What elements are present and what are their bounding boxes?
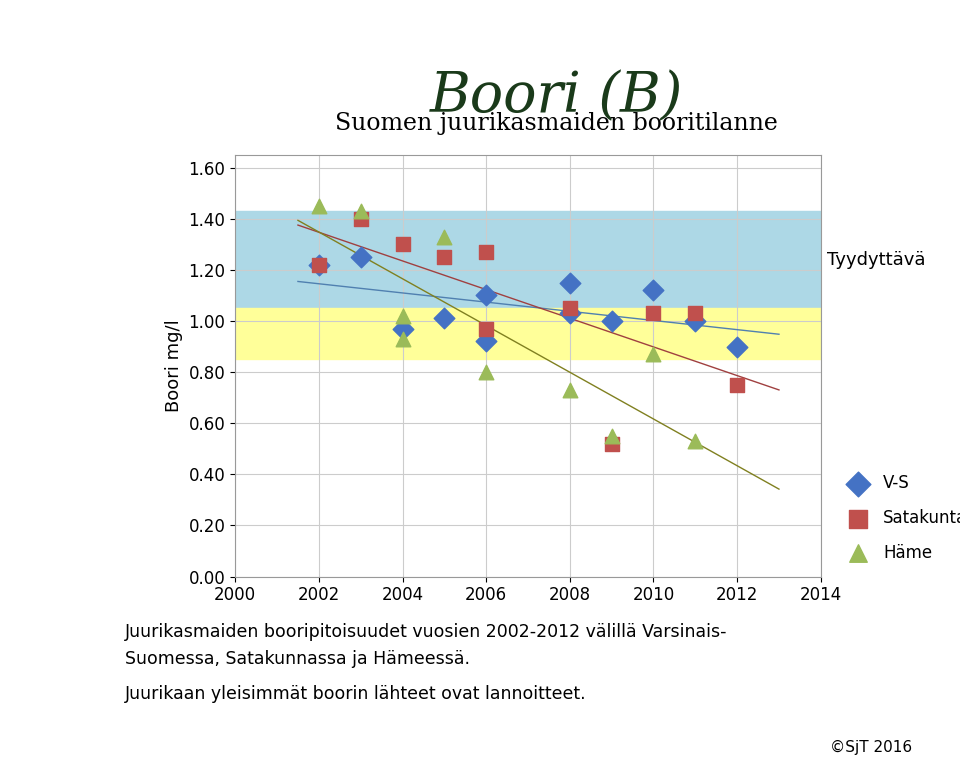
Text: Tyydyttävä: Tyydyttävä [827, 251, 925, 269]
V-S [478, 289, 493, 302]
V-S [437, 312, 452, 324]
Häme [437, 231, 452, 243]
Y-axis label: Boori mg/l: Boori mg/l [165, 320, 183, 412]
Satakunta [395, 238, 410, 251]
Text: ©SjT 2016: ©SjT 2016 [829, 740, 912, 755]
Legend: V-S, Satakunta, Häme: V-S, Satakunta, Häme [835, 467, 960, 568]
Satakunta [563, 302, 578, 314]
Häme [353, 205, 369, 217]
V-S [604, 315, 619, 327]
Satakunta [604, 437, 619, 450]
Satakunta [437, 251, 452, 263]
Häme [687, 435, 703, 447]
V-S [563, 276, 578, 289]
V-S [311, 259, 326, 271]
Text: Suomessa, Satakunnassa ja Hämeessä.: Suomessa, Satakunnassa ja Hämeessä. [125, 650, 469, 668]
Bar [235, 308, 821, 359]
Häme [604, 430, 619, 442]
V-S [395, 323, 410, 335]
V-S [563, 307, 578, 320]
Satakunta [730, 378, 745, 391]
Satakunta [353, 213, 369, 225]
Häme [395, 333, 410, 345]
Häme [395, 310, 410, 322]
Satakunta [687, 307, 703, 320]
Text: Juurikaan yleisimmät boorin lähteet ovat lannoitteet.: Juurikaan yleisimmät boorin lähteet ovat… [125, 685, 587, 703]
V-S [353, 251, 369, 263]
Satakunta [311, 259, 326, 271]
Häme [646, 348, 661, 361]
V-S [478, 335, 493, 348]
Häme [478, 366, 493, 378]
Satakunta [646, 307, 661, 320]
V-S [687, 315, 703, 327]
Häme [311, 200, 326, 212]
Satakunta [478, 323, 493, 335]
Bar [235, 211, 821, 308]
Text: Boori (B): Boori (B) [430, 70, 684, 125]
V-S [730, 341, 745, 353]
Text: Juurikasmaiden booripitoisuudet vuosien 2002-2012 välillä Varsinais-: Juurikasmaiden booripitoisuudet vuosien … [125, 623, 728, 641]
Satakunta [478, 246, 493, 259]
Text: Suomen juurikasmaiden booritilanne: Suomen juurikasmaiden booritilanne [335, 112, 779, 135]
V-S [646, 284, 661, 296]
Häme [563, 384, 578, 396]
